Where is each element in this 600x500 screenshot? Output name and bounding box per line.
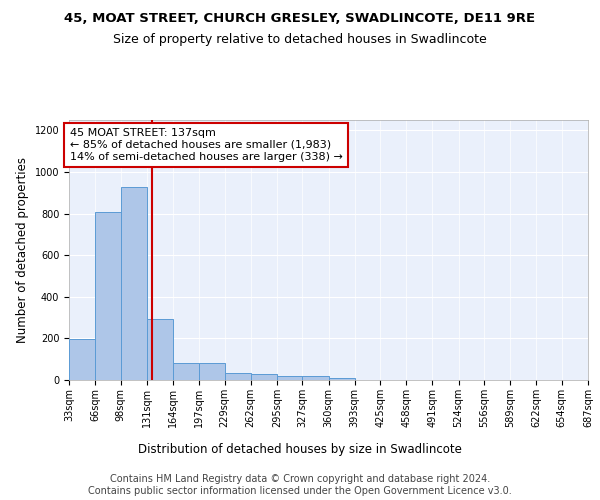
Bar	[329, 378, 355, 380]
Y-axis label: Number of detached properties: Number of detached properties	[16, 157, 29, 343]
Bar	[95, 212, 121, 380]
Text: 45, MOAT STREET, CHURCH GRESLEY, SWADLINCOTE, DE11 9RE: 45, MOAT STREET, CHURCH GRESLEY, SWADLIN…	[64, 12, 536, 26]
Text: Contains HM Land Registry data © Crown copyright and database right 2024.: Contains HM Land Registry data © Crown c…	[110, 474, 490, 484]
Text: Distribution of detached houses by size in Swadlincote: Distribution of detached houses by size …	[138, 442, 462, 456]
Bar	[277, 376, 302, 380]
Bar	[224, 372, 251, 380]
Bar	[302, 376, 329, 380]
Text: Size of property relative to detached houses in Swadlincote: Size of property relative to detached ho…	[113, 32, 487, 46]
Bar	[173, 363, 199, 380]
Text: Contains public sector information licensed under the Open Government Licence v3: Contains public sector information licen…	[88, 486, 512, 496]
Bar	[199, 363, 224, 380]
Bar	[147, 318, 173, 380]
Text: 45 MOAT STREET: 137sqm
← 85% of detached houses are smaller (1,983)
14% of semi-: 45 MOAT STREET: 137sqm ← 85% of detached…	[70, 128, 343, 162]
Bar	[251, 374, 277, 380]
Bar	[121, 186, 147, 380]
Bar	[69, 339, 95, 380]
